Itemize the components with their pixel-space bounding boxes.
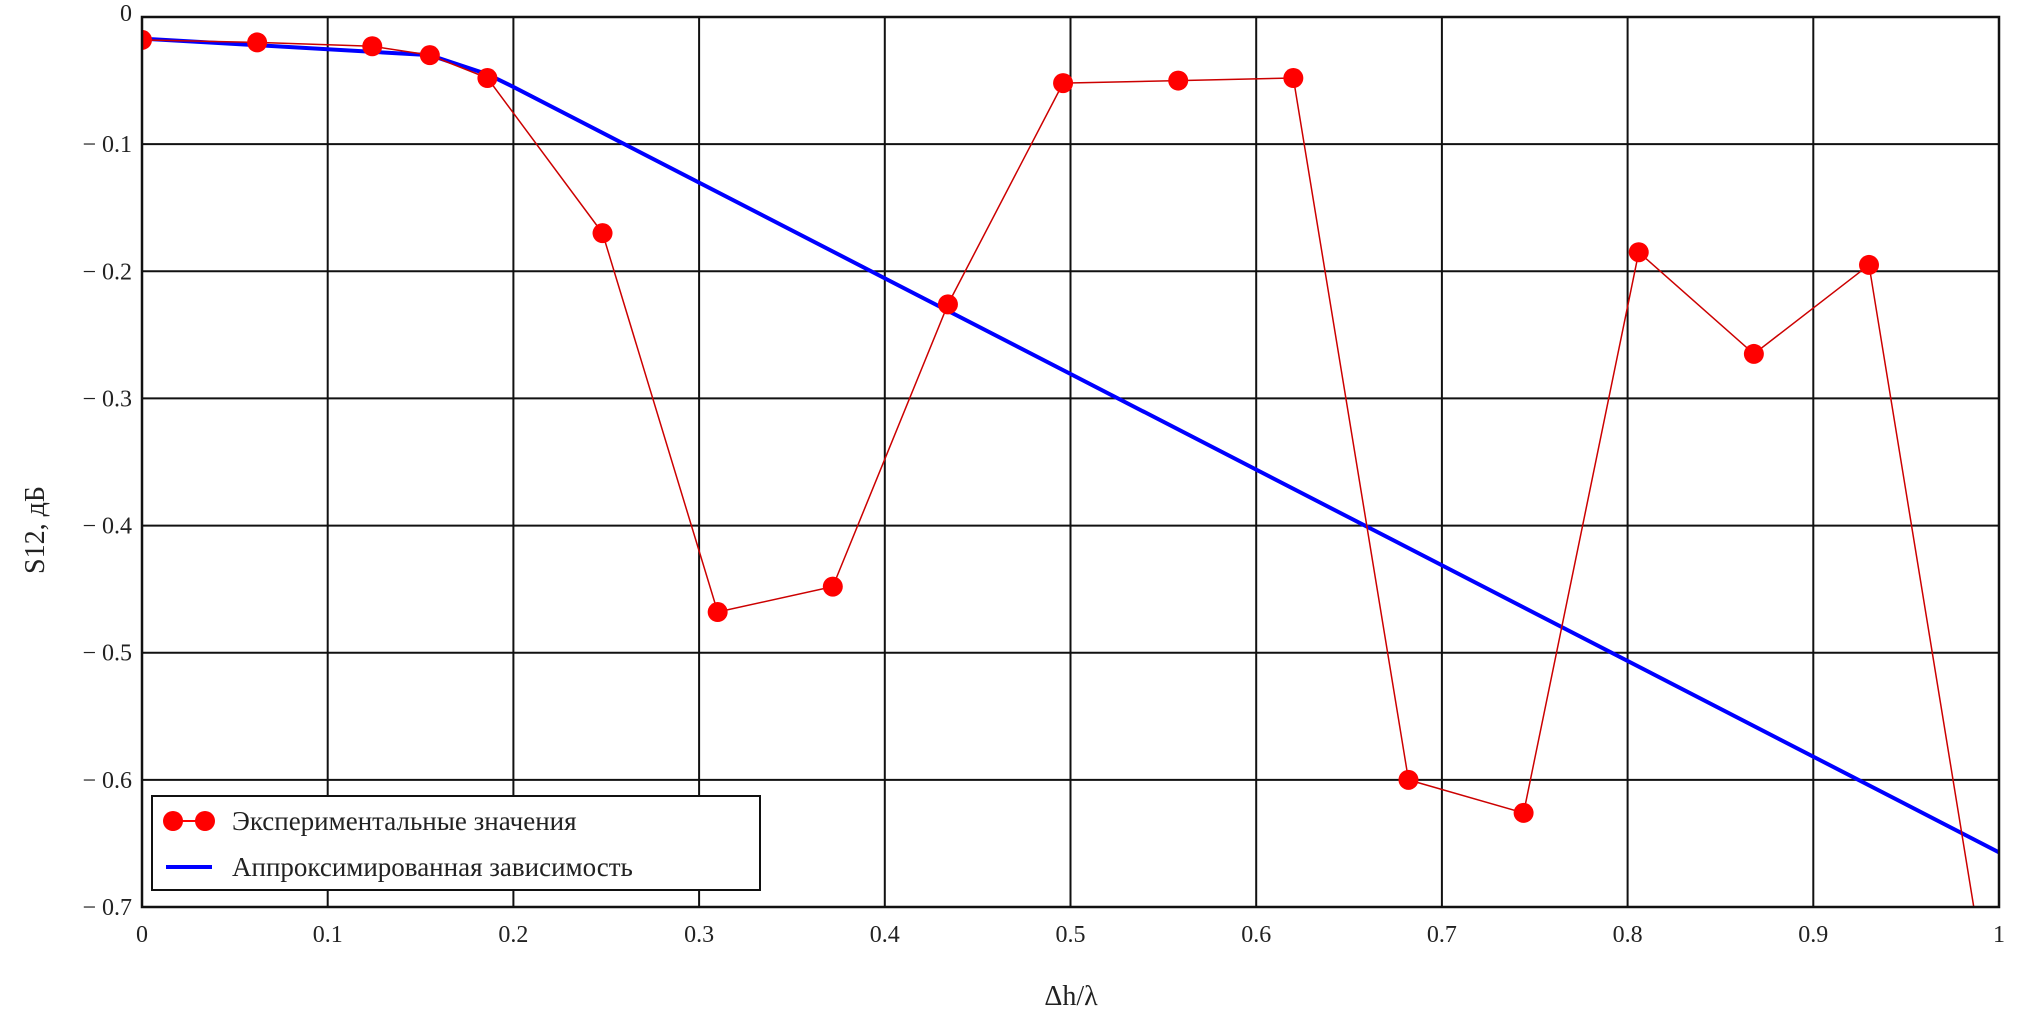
x-tick-label: 0.7	[1427, 922, 1457, 948]
series-layer	[142, 29, 1999, 981]
y-tick-labels: 0 − 0.1 − 0.2 − 0.3 − 0.4 − 0.5 − 0.6 − 0.7	[82, 1, 132, 921]
data-point-experimental	[822, 576, 843, 597]
data-point-experimental	[1628, 242, 1649, 263]
data-point-experimental	[707, 602, 728, 623]
legend-box	[151, 795, 761, 891]
x-tick-label: 0	[136, 922, 148, 948]
x-tick-label: 0.2	[498, 922, 528, 948]
data-point-experimental	[1974, 961, 1994, 981]
data-point-experimental	[1398, 769, 1419, 790]
legend-marker-experimental	[163, 811, 183, 831]
x-tick-label: 0.4	[870, 922, 900, 948]
data-point-experimental	[1743, 343, 1764, 364]
y-tick-label: − 0.7	[82, 895, 132, 921]
legend-label-approx: Аппроксимированная зависимость	[232, 852, 633, 882]
data-point-experimental	[419, 45, 440, 66]
data-point-experimental	[362, 36, 383, 57]
data-point-experimental	[142, 29, 152, 50]
data-point-experimental	[1859, 254, 1880, 275]
y-tick-label: − 0.3	[82, 386, 132, 412]
legend: Экспериментальные значения Аппроксимиров…	[151, 795, 761, 891]
data-point-experimental	[1168, 70, 1189, 91]
y-tick-label: − 0.1	[82, 132, 132, 158]
data-point-experimental	[592, 223, 613, 244]
y-axis-label: S12, дБ	[20, 486, 51, 574]
data-point-experimental	[247, 32, 268, 53]
grid	[141, 16, 2000, 908]
data-point-experimental	[937, 294, 958, 315]
legend-label-experimental: Экспериментальные значения	[232, 806, 577, 836]
x-tick-label: 0.6	[1241, 922, 1271, 948]
legend-marker-experimental	[195, 811, 215, 831]
y-tick-label: − 0.5	[82, 641, 132, 667]
data-point-experimental	[477, 68, 498, 89]
plot-frame	[140, 15, 2001, 909]
x-tick-label: 0.9	[1798, 922, 1828, 948]
x-tick-label: 0.5	[1056, 922, 1086, 948]
x-tick-labels: 0 0.1 0.2 0.3 0.4 0.5 0.6 0.7 0.8 0.9 1	[136, 922, 2005, 948]
data-point-experimental	[1513, 802, 1534, 823]
y-tick-label: − 0.4	[82, 514, 132, 540]
x-tick-label: 0.8	[1613, 922, 1643, 948]
y-tick-label: − 0.2	[82, 259, 132, 285]
data-point-experimental	[1283, 68, 1304, 89]
data-point-experimental	[1053, 73, 1074, 94]
y-tick-label: 0	[120, 1, 132, 27]
x-tick-label: 0.1	[313, 922, 343, 948]
x-axis-label: Δh/λ	[1044, 981, 1098, 1012]
x-tick-label: 1	[1993, 922, 2005, 948]
x-tick-label: 0.3	[684, 922, 714, 948]
y-tick-label: − 0.6	[82, 768, 132, 794]
